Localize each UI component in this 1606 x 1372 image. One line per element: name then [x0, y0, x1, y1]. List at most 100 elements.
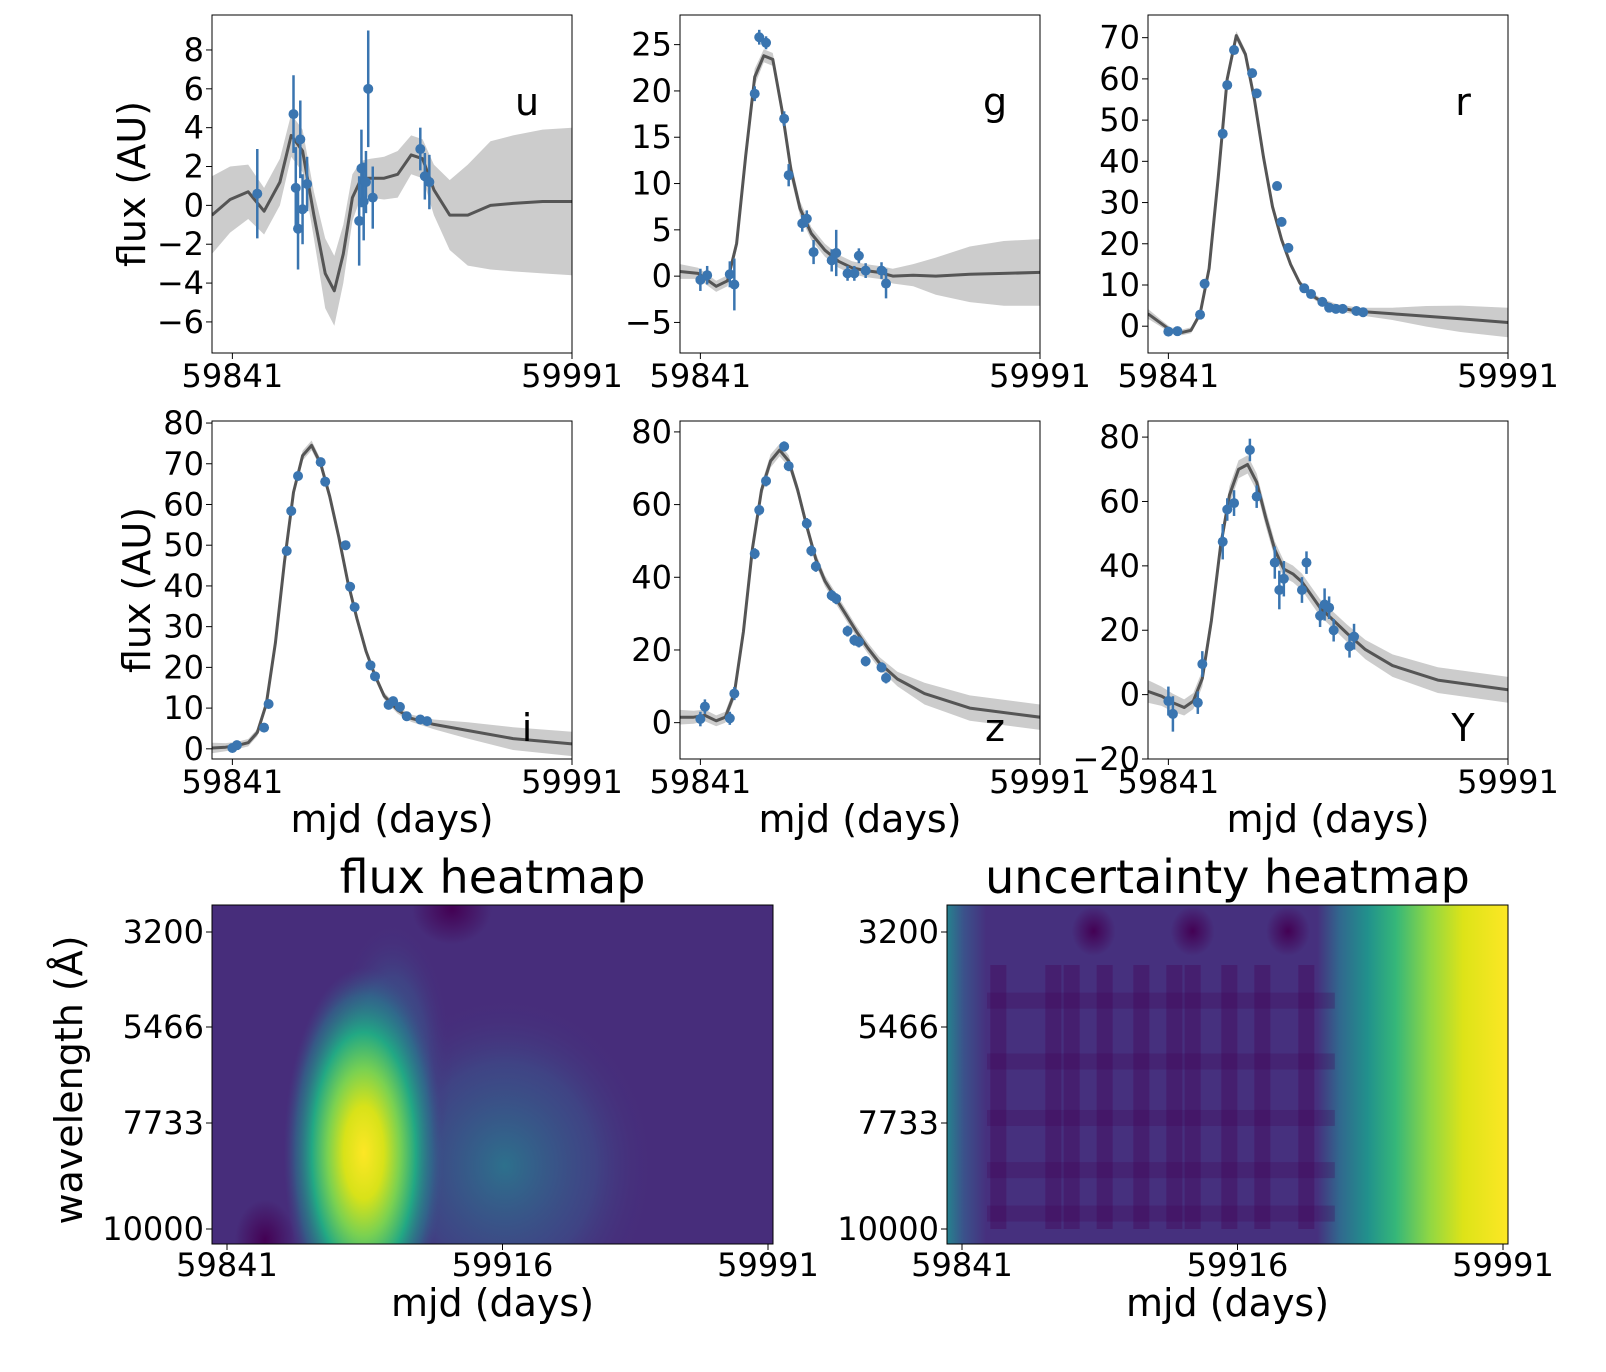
x-tick-label: 59841 [1117, 357, 1219, 395]
observation-point [779, 111, 790, 127]
y-tick-label: 20 [631, 72, 672, 110]
heatmap-image [212, 905, 773, 1244]
data-point [729, 688, 740, 699]
wavelength-band [987, 1053, 1335, 1070]
uncertainty-heatmap-panel: uncertainty heatmap 3200 5466 7733 100005984… [837, 850, 1554, 1325]
y-axis-label: flux (AU) [115, 507, 159, 673]
observation-point [1229, 490, 1240, 516]
y-tick-label: −2 [157, 225, 204, 263]
uncertainty-band [212, 114, 572, 326]
band-label: Y [1450, 706, 1475, 750]
observation-point [367, 166, 378, 229]
y-tick-label: 80 [1099, 418, 1140, 456]
observation-point [761, 36, 772, 50]
y-tick-label: 40 [1099, 142, 1140, 180]
y-tick-label: 80 [631, 413, 672, 451]
observation-point [779, 441, 790, 452]
y-tick-label: 7733 [123, 1104, 204, 1142]
observation-stripe [1063, 965, 1080, 1229]
x-tick-label: 59916 [452, 1246, 554, 1284]
lightcurve-panel-g: −5 0 5 10 15 20 25 59841 59991 g [625, 14, 1091, 395]
observation-point [1337, 303, 1348, 314]
observation-stripe [1221, 965, 1238, 1229]
plot-area [680, 29, 1040, 311]
observation-point [842, 625, 853, 637]
data-point [1324, 602, 1335, 613]
observation-point [320, 476, 331, 487]
band-label: g [983, 80, 1007, 124]
data-point [370, 671, 381, 682]
data-point [281, 545, 292, 556]
y-tick-label: 4 [184, 109, 204, 147]
y-tick-label: 0 [652, 704, 672, 742]
observation-point [1244, 438, 1255, 462]
x-axis-label: mjd (days) [1226, 797, 1429, 841]
observation-point [783, 460, 794, 472]
data-point [806, 545, 817, 556]
y-tick-label: −6 [157, 303, 204, 341]
x-tick-label: 59991 [1452, 1246, 1554, 1284]
observation-stripe [1184, 965, 1201, 1229]
data-point [749, 88, 760, 99]
y-tick-label: 10000 [102, 1210, 204, 1248]
observation-point [349, 602, 360, 613]
data-point [263, 699, 274, 710]
x-tick-label: 59991 [521, 763, 623, 801]
observation-point [1172, 326, 1183, 337]
band-label: r [1455, 80, 1471, 124]
data-point [1222, 80, 1233, 91]
observation-point [1324, 596, 1335, 619]
observation-point [1247, 68, 1258, 79]
observation-point [1217, 128, 1228, 139]
data-point [702, 270, 713, 281]
observation-point [293, 187, 304, 270]
observation-point [345, 581, 356, 592]
data-point [1306, 289, 1317, 300]
data-point [1244, 444, 1255, 455]
data-point [1217, 128, 1228, 139]
observation-point [424, 154, 435, 210]
data-point [252, 188, 263, 199]
data-point [424, 177, 435, 188]
data-point [1358, 307, 1369, 318]
y-tick-label: 80 [163, 404, 204, 442]
y-tick-label: 25 [631, 26, 672, 64]
y-tick-label: 0 [184, 186, 204, 224]
data-point [1344, 641, 1355, 652]
x-tick-label: 59916 [1187, 1246, 1289, 1284]
y-tick-label: 10 [631, 165, 672, 203]
data-point [1163, 696, 1174, 707]
observation-point [831, 229, 842, 277]
y-tick-label: 10 [163, 689, 204, 727]
axes-frame [211, 904, 774, 1245]
observation-point [860, 263, 871, 278]
data-point [860, 656, 871, 667]
observation-point [1195, 309, 1206, 320]
observation-point [1222, 498, 1233, 521]
observation-stripe [1133, 965, 1150, 1229]
heatmap-title: flux heatmap [340, 850, 646, 904]
observation-point [801, 518, 812, 529]
x-axis-label: mjd (days) [1126, 1281, 1329, 1325]
observation-point [801, 210, 812, 228]
y-tick-label: 20 [163, 648, 204, 686]
axes-frame [211, 14, 573, 354]
data-point [853, 250, 864, 261]
observation-point [263, 699, 274, 710]
observation-point [806, 545, 817, 557]
data-point [388, 696, 399, 707]
wavelength-band [987, 1205, 1335, 1222]
observation-point [422, 716, 433, 727]
data-point [1167, 708, 1178, 719]
observation-point [808, 240, 819, 265]
y-tick-label: 60 [1099, 60, 1140, 98]
data-point [876, 662, 887, 673]
heatmap-dip [1170, 906, 1215, 957]
data-point [340, 540, 351, 551]
wavelength-band [987, 1162, 1335, 1179]
data-point [881, 278, 892, 289]
y-tick-label: 70 [1099, 19, 1140, 57]
data-point [729, 279, 740, 290]
